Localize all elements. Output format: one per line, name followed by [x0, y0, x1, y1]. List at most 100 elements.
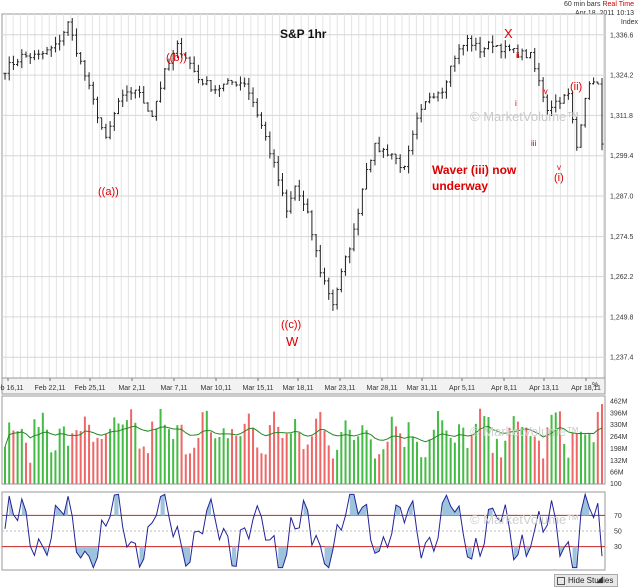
ohlc-bar [87, 72, 91, 90]
volume-bar [512, 416, 515, 484]
volume-bar [373, 458, 376, 484]
ohlc-bar [512, 47, 516, 54]
volume-bar [285, 433, 288, 484]
x-tick-label: Mar 28,11 [367, 385, 398, 392]
ohlc-bar [390, 153, 394, 160]
volume-y-tick: 66M [610, 470, 624, 477]
ohlc-bar [402, 165, 407, 170]
volume-bar [575, 433, 578, 484]
ohlc-bar [280, 173, 285, 197]
ohlc-bar [20, 49, 24, 69]
ohlc-bar [465, 34, 470, 52]
oscillator-zone-fill [324, 546, 333, 568]
volume-bar [537, 440, 540, 484]
ohlc-bar [310, 210, 314, 241]
volume-bar [348, 429, 351, 484]
volume-bar [416, 441, 419, 484]
realtime-label[interactable]: Real Time [602, 1, 634, 8]
ohlc-bar [142, 86, 146, 104]
ohlc-bar [301, 190, 306, 212]
oscillator-zone-fill [139, 546, 144, 568]
volume-bar [424, 457, 427, 484]
volume-bar [394, 426, 397, 484]
ohlc-bar [352, 223, 356, 252]
volume-bar [310, 436, 313, 484]
volume-bar [50, 452, 53, 484]
volume-bar [277, 426, 280, 484]
volume-bar [378, 454, 381, 484]
price-y-tick: 1,262.2 [610, 274, 633, 281]
volume-bar [46, 429, 49, 484]
ohlc-bar [495, 45, 499, 47]
volume-bar [382, 449, 385, 484]
ohlc-bar [554, 94, 558, 113]
resize-grip-icon[interactable]: ◢ [596, 574, 603, 584]
ohlc-bar [125, 85, 129, 102]
volume-bar [458, 424, 461, 484]
ohlc-bar [171, 50, 175, 71]
ohlc-bar [184, 51, 188, 59]
x-tick-label: Mar 7,11 [160, 385, 187, 392]
ohlc-bar [255, 98, 259, 118]
wave-label: v [557, 163, 561, 172]
volume-bar [75, 430, 78, 484]
volume-bar [8, 422, 11, 484]
volume-bar [399, 433, 402, 484]
volume-bar [62, 426, 65, 484]
ohlc-bar [322, 267, 327, 285]
volume-bar [491, 452, 494, 484]
wave-label: iv [542, 87, 548, 96]
volume-bar [281, 437, 284, 484]
volume-bar [37, 427, 40, 484]
volume-bar [155, 428, 158, 484]
volume-bar [361, 425, 364, 484]
volume-bar [306, 444, 309, 484]
volume-bar [441, 420, 444, 484]
volume-bar [79, 431, 82, 484]
x-tick-label: Apr 8,11 [491, 385, 517, 392]
volume-bar [67, 445, 70, 484]
ohlc-bar [276, 156, 280, 187]
volume-bar [407, 422, 410, 484]
volume-bar [592, 442, 595, 484]
ohlc-bar [179, 37, 184, 58]
volume-bar [453, 442, 456, 484]
volume-bar [369, 439, 372, 484]
volume-bar [20, 428, 23, 484]
volume-bar [273, 411, 276, 484]
volume-bar [344, 420, 347, 484]
volume-y-tick: 330M [610, 422, 628, 429]
ohlc-bar [478, 36, 482, 59]
volume-y-tick: 132M [610, 458, 628, 465]
volume-bar [184, 454, 187, 484]
hide-studies-button[interactable]: Hide Studies [554, 574, 619, 587]
volume-bar [546, 427, 549, 484]
volume-y-tick: 198M [610, 446, 628, 453]
ohlc-bar [570, 90, 575, 124]
volume-y-tick-base: 100 [610, 481, 622, 488]
wave-label: i [515, 99, 517, 108]
volume-bar [470, 434, 473, 484]
ohlc-bar [83, 60, 87, 81]
ohlc-bar [289, 191, 293, 214]
price-watermark: © MarketVolume™ [470, 109, 579, 124]
bars-label: 60 min bars [563, 1, 601, 8]
volume-bar [483, 416, 486, 484]
ohlc-bar [268, 131, 272, 159]
ohlc-bar [133, 89, 137, 99]
volume-bar [437, 411, 440, 484]
ohlc-bar [45, 46, 49, 55]
ohlc-bar [364, 162, 369, 190]
header-line-1: 60 min bars Real Time [564, 1, 634, 8]
annotation-line-1: Waver (iii) now [432, 163, 517, 177]
volume-bar [445, 430, 448, 484]
volume-bar [58, 428, 61, 484]
ohlc-bar [415, 112, 419, 140]
oscillator-line [4, 492, 603, 570]
ohlc-bar [566, 88, 570, 100]
volume-bar [390, 416, 393, 484]
volume-bar [571, 432, 574, 484]
ohlc-bar [381, 147, 385, 158]
wave-label: (ii) [570, 81, 582, 93]
ohlc-bar [453, 55, 457, 72]
